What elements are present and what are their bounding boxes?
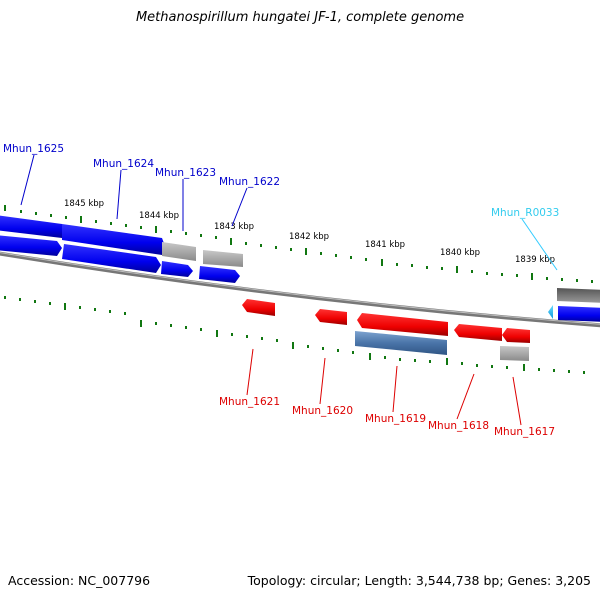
feature-arrow[interactable] — [500, 346, 529, 361]
gene-arrow[interactable] — [199, 266, 240, 283]
genome-summary-text: Topology: circular; Length: 3,544,738 bp… — [247, 573, 591, 588]
genome-backbone — [0, 251, 600, 328]
accession-text: Accession: NC_007796 — [8, 573, 151, 588]
tick-label: 1843 kbp — [214, 222, 254, 232]
feature-arrow[interactable] — [203, 250, 243, 267]
rna-gene-arrow[interactable] — [548, 305, 553, 319]
gene-label[interactable]: Mhun_1618 — [428, 420, 489, 432]
gene-arrow[interactable] — [357, 313, 448, 336]
gene-label[interactable]: Mhun_1619 — [365, 413, 426, 425]
feature-arrow[interactable] — [162, 242, 196, 261]
gene-label[interactable]: Mhun_1624 — [93, 158, 154, 170]
gene-arrow[interactable] — [558, 306, 600, 322]
gene-arrow[interactable] — [0, 235, 62, 256]
tick-label: 1842 kbp — [289, 232, 329, 242]
gene-arrow[interactable] — [502, 328, 530, 343]
gene-label[interactable]: Mhun_1622 — [219, 176, 280, 188]
tick-label: 1839 kbp — [515, 255, 555, 265]
gene-arrow[interactable] — [242, 299, 275, 316]
gene-arrow[interactable] — [454, 324, 502, 341]
gene-label[interactable]: Mhun_1620 — [292, 405, 353, 417]
tick-label: 1841 kbp — [365, 240, 405, 250]
gene-arrow[interactable] — [315, 309, 347, 325]
gene-arrow[interactable] — [161, 261, 193, 277]
gene-arrow[interactable] — [62, 244, 161, 273]
gene-arrow[interactable] — [62, 224, 165, 255]
tick-label: 1845 kbp — [64, 199, 104, 209]
map-title: Methanospirillum hungatei JF-1, complete… — [135, 10, 465, 25]
gene-label[interactable]: Mhun_1617 — [494, 426, 555, 438]
tick-label: 1840 kbp — [440, 248, 480, 258]
gene-label[interactable]: Mhun_1623 — [155, 167, 216, 179]
tick-label: 1844 kbp — [139, 211, 179, 221]
upper-scale — [4, 205, 593, 283]
leader-lines — [20, 154, 558, 426]
feature-arrow[interactable] — [355, 331, 447, 355]
gene-label[interactable]: Mhun_1621 — [219, 396, 280, 408]
feature-arrow[interactable] — [557, 288, 600, 303]
gene-label[interactable]: Mhun_R0033 — [491, 207, 559, 219]
gene-arrow[interactable] — [0, 215, 66, 238]
gene-label[interactable]: Mhun_1625 — [3, 143, 64, 155]
lower-scale — [4, 296, 585, 374]
